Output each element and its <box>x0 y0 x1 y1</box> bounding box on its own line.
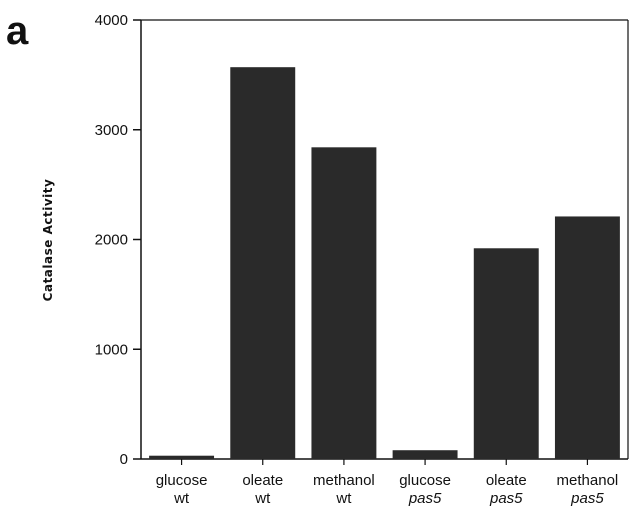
bar <box>149 455 215 459</box>
x-tick-label-line2: pas5 <box>570 490 604 507</box>
x-tick-label-line1: oleate <box>486 472 527 489</box>
y-tick-label: 1000 <box>95 341 128 358</box>
bar <box>473 248 539 459</box>
x-tick-label-line1: glucose <box>156 472 208 489</box>
x-tick-label-line1: oleate <box>242 472 283 489</box>
x-tick-label-line2: wt <box>254 490 271 507</box>
x-tick-label-line1: methanol <box>557 472 619 489</box>
y-axis-label-group: Catalase Activity <box>41 179 55 302</box>
y-axis-label: Catalase Activity <box>41 179 55 302</box>
y-tick-label: 3000 <box>95 122 128 139</box>
bar <box>230 67 296 459</box>
bar <box>554 216 620 459</box>
y-tick-label: 0 <box>120 451 128 468</box>
x-tick-label-line1: glucose <box>399 472 451 489</box>
x-tick-label-line2: pas5 <box>408 490 442 507</box>
y-tick-label: 4000 <box>95 12 128 29</box>
x-tick-label-line2: wt <box>335 490 352 507</box>
bar <box>392 450 458 459</box>
x-tick-labels: glucosewtoleatewtmethanolwtglucosepas5ol… <box>156 459 619 507</box>
panel-label: a <box>6 9 29 53</box>
bar <box>311 147 377 459</box>
x-tick-label-line1: methanol <box>313 472 375 489</box>
x-tick-label-line2: pas5 <box>489 490 523 507</box>
x-tick-label-line2: wt <box>173 490 190 507</box>
bars <box>149 67 620 459</box>
y-tick-label: 2000 <box>95 232 128 249</box>
y-ticks: 0 1000 2000 3000 4000 <box>95 12 141 468</box>
